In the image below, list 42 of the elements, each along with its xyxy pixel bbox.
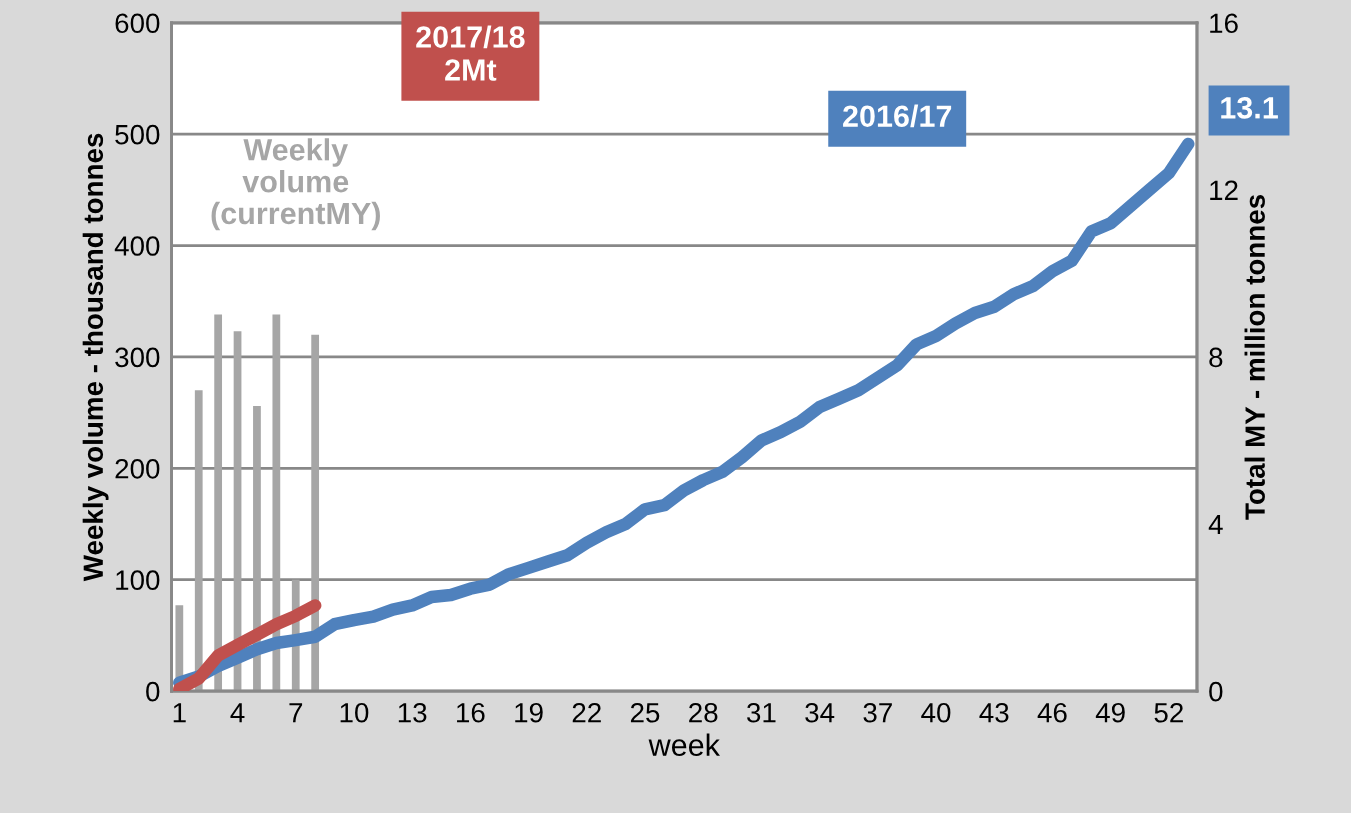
text: 2017/18 bbox=[416, 25, 525, 49]
x-tick-label: 40 bbox=[921, 702, 951, 723]
y2-axis-title: Total MY - million tonnes bbox=[1244, 194, 1265, 520]
x-tick-label: 25 bbox=[630, 702, 660, 723]
x-tick-label: 46 bbox=[1037, 702, 1067, 723]
x-tick-label: 52 bbox=[1154, 702, 1183, 723]
x-tick-label: 10 bbox=[340, 702, 369, 723]
x-tick-label: 28 bbox=[689, 702, 718, 723]
bar bbox=[311, 334, 320, 692]
bar bbox=[253, 405, 261, 692]
annotation: 2Mt bbox=[445, 59, 497, 81]
x-tick-label: 16 bbox=[457, 702, 485, 723]
y-tick-label: 200 bbox=[115, 458, 160, 479]
x-tick-label: 19 bbox=[515, 702, 543, 723]
y-tick-label: 400 bbox=[114, 236, 160, 256]
y2-tick-label: 12 bbox=[1210, 180, 1238, 200]
x-tick-label: 7 bbox=[289, 703, 303, 723]
y-tick-label: 300 bbox=[115, 347, 160, 368]
text: Weekly volume (currentMY) bbox=[211, 138, 380, 231]
y2-tick-label: 16 bbox=[1210, 13, 1238, 34]
y-tick-label: 0 bbox=[146, 681, 160, 702]
data-label: 13.1 bbox=[1221, 97, 1278, 119]
y-tick-label: 500 bbox=[115, 124, 160, 145]
x-tick-label: 49 bbox=[1095, 702, 1125, 723]
y2-tick-label: 4 bbox=[1208, 514, 1223, 535]
x-tick-label: 1 bbox=[173, 703, 186, 723]
y-tick-label: 100 bbox=[116, 570, 160, 591]
text: 2016/17 bbox=[843, 104, 952, 128]
bar bbox=[194, 390, 203, 692]
x-tick-label: 13 bbox=[398, 702, 427, 723]
x-tick-label: 22 bbox=[572, 702, 601, 723]
x-tick-label: 37 bbox=[863, 702, 892, 723]
y2-tick-label: 0 bbox=[1209, 681, 1223, 702]
y-axis-title: Weekly volume - thousand tonnes bbox=[82, 133, 109, 582]
x-tick-label: 43 bbox=[979, 702, 1009, 723]
x-tick-label: 31 bbox=[747, 702, 776, 723]
y2-tick-label: 8 bbox=[1209, 347, 1223, 368]
bar bbox=[214, 314, 223, 692]
y-tick-label: 600 bbox=[115, 13, 160, 34]
x-tick-label: 34 bbox=[805, 702, 835, 723]
x-axis-title: week bbox=[648, 733, 720, 757]
x-tick-label: 4 bbox=[230, 703, 245, 723]
